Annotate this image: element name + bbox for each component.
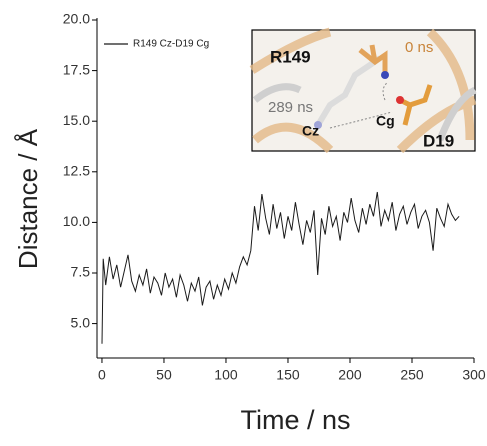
atom [314,121,322,129]
arrow [329,111,393,129]
inset-label: 289 ns [268,99,313,116]
inset-image [249,27,477,154]
x-tick-label: 150 [276,367,300,383]
ribbon-gray [252,83,477,142]
y-axis-title: Distance / Å [13,128,43,269]
data-line [101,191,460,344]
x-tick-label: 200 [338,367,362,383]
x-tick-label: 100 [214,367,238,383]
y-tick-label: 7.5 [71,264,91,280]
y-tick-label: 15.0 [63,112,90,128]
inset-label: D19 [423,131,454,150]
x-tick-label: 250 [400,367,424,383]
legend-label: R149 Cz-D19 Cg [133,39,209,50]
y-tick-label: 5.0 [71,314,91,330]
y-tick-label: 12.5 [63,162,90,178]
x-tick-label: 0 [98,367,106,383]
x-tick-label: 50 [156,367,172,383]
y-tick-label: 10.0 [63,213,90,229]
inset-label: Cz [302,123,319,139]
y-tick-label: 20.0 [63,11,90,27]
inset-label: Cg [376,113,395,129]
x-tick-label: 300 [462,367,486,383]
inset-label: 0 ns [405,39,433,56]
arrow [382,81,389,101]
residue-289ns [315,55,382,127]
atom [381,71,389,79]
inset-label: R149 [270,47,311,66]
atom [396,96,404,104]
y-tick-label: 17.5 [63,61,90,77]
x-axis-title: Time / ns [240,405,350,435]
ribbon [249,27,477,154]
residue-0ns [358,44,388,75]
